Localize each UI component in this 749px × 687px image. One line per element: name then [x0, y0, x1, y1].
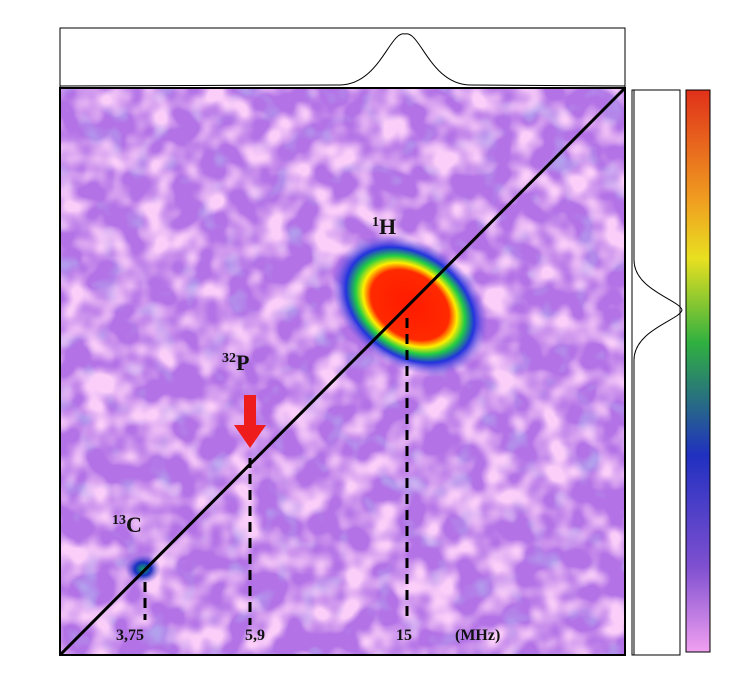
superscript: 1	[372, 215, 379, 230]
element: P	[236, 350, 249, 375]
element: H	[379, 214, 396, 239]
diagonal	[58, 86, 627, 657]
peak-label: 32P	[222, 350, 249, 375]
element: C	[126, 512, 142, 537]
right-projection	[631, 89, 681, 656]
colorbar	[685, 89, 711, 653]
superscript: 13	[112, 513, 126, 528]
top-trace	[59, 33, 626, 87]
arrow	[234, 425, 266, 448]
value-label: 3,75	[116, 627, 144, 644]
arrow	[244, 395, 256, 427]
value-label: 5,9	[245, 627, 265, 644]
peak-label: 13C	[112, 512, 142, 537]
peak-label: 1H	[372, 214, 396, 239]
map-frame	[59, 87, 626, 656]
right-trace	[633, 90, 683, 655]
value-label: 15	[396, 627, 412, 644]
top-projection	[59, 27, 626, 89]
superscript: 32	[222, 351, 236, 366]
unit-label: (MHz)	[455, 627, 500, 644]
